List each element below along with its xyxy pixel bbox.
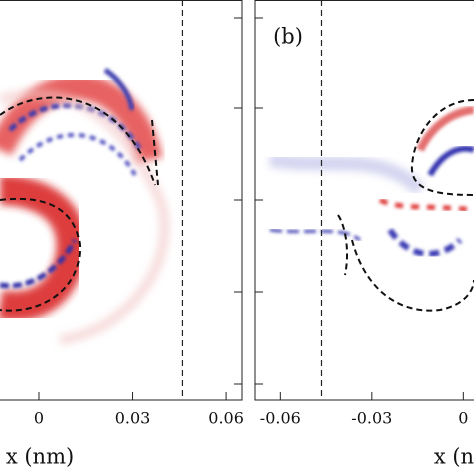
- panel-b-frame: [254, 0, 474, 401]
- x-tick-label: -0.06: [260, 409, 301, 428]
- x-tick-label: 0.06: [208, 409, 244, 428]
- panel-b-image: [268, 99, 474, 312]
- x-tick-label: 0: [34, 409, 44, 428]
- panel-a-frame: [0, 0, 243, 401]
- x-tick-label: 0: [458, 409, 468, 428]
- x-tick-label: -0.03: [351, 409, 392, 428]
- panel-label: (b): [273, 25, 303, 49]
- x-axis-label: x (nm): [6, 445, 74, 469]
- x-axis-label: x (nm): [434, 445, 474, 469]
- panel-a-image: [0, 67, 170, 345]
- x-tick-label: 0.03: [115, 409, 151, 428]
- y-tick-marks: [234, 17, 263, 385]
